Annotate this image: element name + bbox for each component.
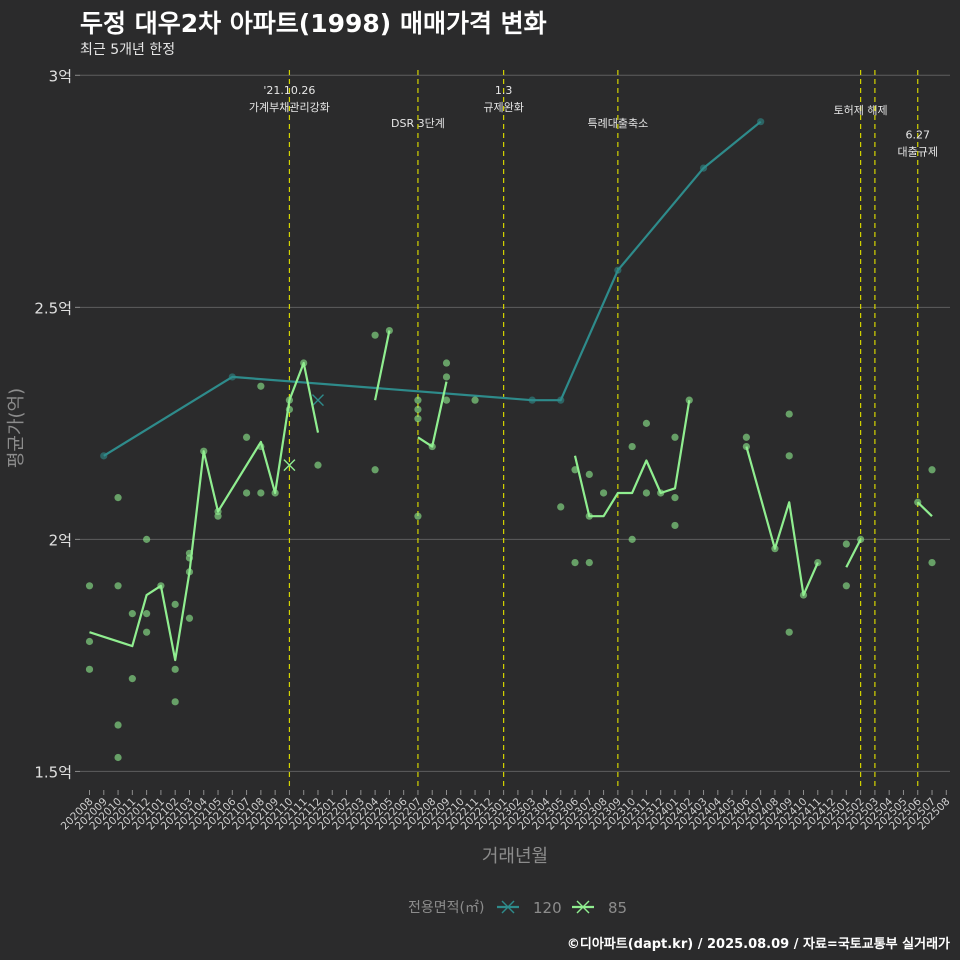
- series-85-point: [442, 373, 451, 381]
- legend-item-120: 120: [497, 899, 562, 917]
- series-85-point: [314, 461, 322, 469]
- y-axis-title: 평균가(억): [6, 388, 27, 468]
- event-label: 1.3: [495, 84, 513, 97]
- series-85-point: [143, 610, 151, 618]
- series-85-point: [114, 721, 122, 729]
- series-85-point: [642, 489, 651, 497]
- series-85-point: [414, 405, 422, 414]
- series-85-point: [842, 582, 850, 590]
- x-axis-title: 거래년월: [482, 846, 548, 867]
- series-layer: [85, 118, 936, 762]
- series-85-point: [742, 433, 750, 441]
- series-85-point: [414, 415, 422, 423]
- event-label: 규제완화: [483, 101, 523, 114]
- series-85-point: [171, 698, 179, 706]
- legend-label: 85: [608, 899, 627, 917]
- series-85-point: [928, 558, 936, 567]
- event-label: DSR 3단계: [391, 117, 445, 130]
- event-label: 가계부채관리강화: [249, 101, 330, 114]
- y-tick-label: 1.5억: [34, 763, 72, 781]
- axis-layer: 1.5억2억2.5억3억2020082020092020102020112020…: [6, 67, 952, 867]
- series-85-point: [785, 452, 793, 460]
- series-85-point: [442, 396, 451, 404]
- series-85-point: [171, 665, 179, 673]
- series-85-point: [628, 535, 636, 543]
- series-85-point: [671, 433, 679, 441]
- series-85-point: [414, 512, 422, 520]
- series-85-point: [185, 614, 194, 622]
- series-85-point: [114, 753, 122, 762]
- legend-title: 전용면적(㎡): [408, 900, 484, 916]
- series-85-point: [171, 600, 179, 608]
- series-85-line: [417, 381, 448, 448]
- series-85-point: [85, 637, 94, 646]
- series-85-line: [916, 501, 933, 517]
- series-85-point: [114, 582, 122, 590]
- series-85-x-marker: [283, 459, 296, 472]
- series-85-point: [685, 396, 693, 404]
- series-85-line: [374, 330, 391, 401]
- series-85-point: [471, 396, 479, 404]
- series-85-point: [599, 489, 608, 497]
- event-label: '21.10.26: [263, 84, 315, 97]
- series-85-point: [128, 675, 136, 683]
- y-tick-label: 2.5억: [34, 299, 72, 317]
- series-85-point: [414, 396, 422, 404]
- series-85-line: [745, 446, 819, 597]
- series-85-point: [257, 489, 265, 497]
- chart-subtitle: 최근 5개년 한정: [80, 42, 176, 58]
- grid-layer: [80, 74, 950, 772]
- series-85-point: [143, 628, 151, 636]
- chart-title: 두정 대우2차 아파트(1998) 매매가격 변화: [80, 9, 547, 38]
- series-85-point: [371, 331, 379, 339]
- series-85-point: [785, 628, 793, 636]
- series-85-point: [671, 494, 679, 502]
- series-85-point: [557, 503, 565, 511]
- legend-item-85: 85: [572, 899, 627, 917]
- series-120-x-marker: [311, 394, 324, 407]
- legend: 전용면적(㎡) 120 85: [408, 899, 627, 917]
- event-label: 6.27: [905, 129, 930, 142]
- series-85-line: [89, 361, 320, 662]
- y-tick-label: 3억: [49, 67, 72, 85]
- series-85-point: [128, 610, 136, 618]
- series-85-point: [785, 410, 793, 418]
- legend-label: 120: [533, 899, 562, 917]
- series-85-point: [214, 512, 222, 520]
- source-caption: ©디아파트(dapt.kr) / 2025.08.09 / 자료=국토교통부 실…: [566, 937, 950, 952]
- series-85-point: [143, 535, 151, 543]
- event-label: 특례대출축소: [587, 117, 648, 130]
- y-tick-label: 2억: [49, 531, 72, 549]
- series-85-point: [114, 494, 122, 502]
- series-120-line: [103, 120, 762, 457]
- series-85-point: [442, 359, 451, 367]
- event-label: 대출규제: [897, 146, 937, 159]
- series-85-point: [585, 470, 593, 479]
- series-85-point: [242, 489, 251, 497]
- series-85-point: [742, 442, 750, 451]
- series-85-point: [671, 521, 679, 530]
- series-85-line: [845, 538, 862, 568]
- series-85-point: [242, 433, 251, 441]
- series-85-point: [642, 419, 651, 427]
- series-85-line: [573, 400, 691, 518]
- series-85-point: [585, 558, 593, 567]
- event-label: 토허제 해제: [834, 103, 888, 117]
- series-85-point: [928, 466, 936, 474]
- series-85-point: [842, 540, 850, 548]
- series-85-point: [628, 442, 636, 451]
- series-85-point: [85, 665, 94, 673]
- series-85-point: [257, 382, 265, 390]
- series-85-point: [371, 466, 379, 474]
- series-85-point: [571, 558, 579, 567]
- series-85-point: [85, 582, 94, 590]
